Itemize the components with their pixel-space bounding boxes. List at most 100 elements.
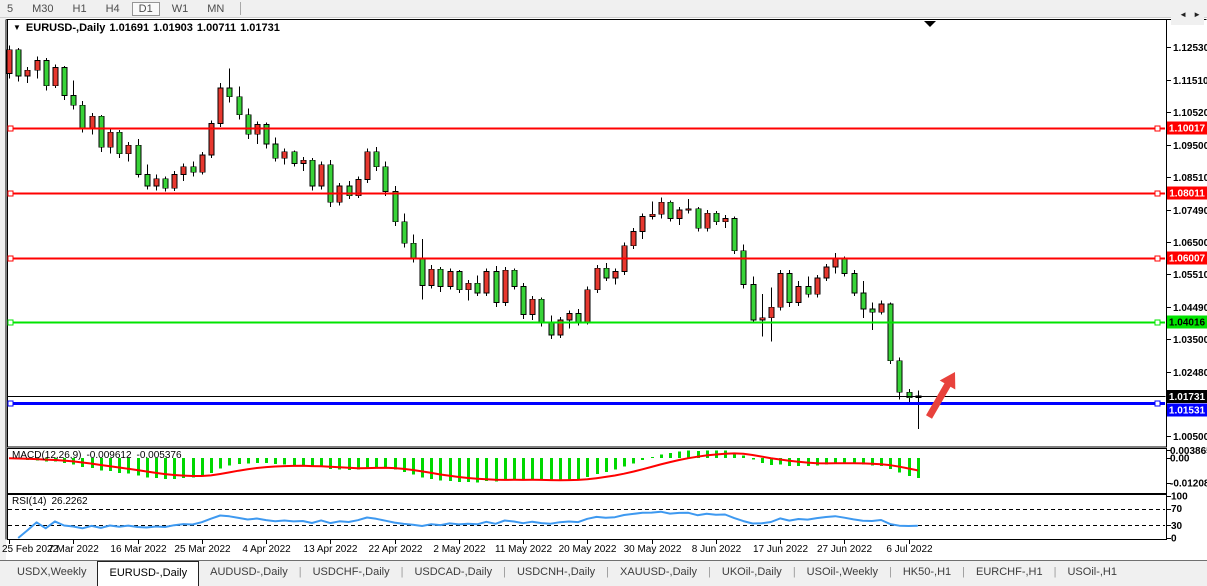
tab-divider: | xyxy=(400,566,404,578)
candles-layer xyxy=(6,45,922,430)
date-label: 4 Apr 2022 xyxy=(242,544,291,555)
tab-usoil-weekly[interactable]: USOil-,Weekly xyxy=(806,566,878,578)
macd-axis-label: -0.01208 xyxy=(1170,478,1207,489)
tab-divider: | xyxy=(708,566,711,578)
timeframe-button-m30[interactable]: M30 xyxy=(32,2,54,15)
date-label: 30 May 2022 xyxy=(624,544,682,555)
timeframe-button-d1[interactable]: D1 xyxy=(131,1,160,16)
macd-main-value: -0.009612 xyxy=(86,450,132,461)
line-handle[interactable] xyxy=(1154,255,1161,262)
tab-scroll-right-icon[interactable]: ► xyxy=(1193,10,1201,19)
tab-scroll-left-icon[interactable]: ◄ xyxy=(1179,10,1188,19)
svg-text:1.01731: 1.01731 xyxy=(1169,392,1206,403)
trend-arrow-annotation[interactable] xyxy=(926,372,956,419)
tab-divider: | xyxy=(298,566,302,578)
tab-usdcnh-daily[interactable]: USDCNH-,Daily xyxy=(516,566,596,578)
tab-hk50-h1[interactable]: HK50-,H1 xyxy=(902,566,952,578)
line-price-badge: 1.06007 xyxy=(1167,251,1207,265)
price-axis-label: 1.10520 xyxy=(1173,108,1207,119)
line-handle[interactable] xyxy=(7,125,14,132)
rsi-line xyxy=(17,510,918,539)
tab-usdchf-daily[interactable]: USDCHF-,Daily xyxy=(312,566,390,578)
price-axis: 1.12530 1.11510 1.10520 1.09500 1.08510 1.074… xyxy=(1166,43,1207,443)
price-axis-label: 1.05510 xyxy=(1173,270,1207,281)
line-price-badge: 1.01531 xyxy=(1167,403,1207,417)
chart-symbol-period: EURUSD-,Daily xyxy=(25,22,106,34)
date-label: 22 Apr 2022 xyxy=(369,544,423,555)
tab-audusd-daily[interactable]: AUDUSD-,Daily xyxy=(210,566,288,578)
macd-signal-value: -0.005376 xyxy=(136,450,182,461)
timeframe-button-h1[interactable]: H1 xyxy=(72,2,87,15)
date-label: 6 Jul 2022 xyxy=(886,544,933,555)
horizontal-lines-layer xyxy=(7,125,1166,407)
date-label: 8 Jun 2022 xyxy=(692,544,742,555)
svg-text:1.10017: 1.10017 xyxy=(1169,124,1206,135)
tab-scroll-controls: ◄ ► xyxy=(1171,0,1204,25)
tab-usdcad-daily[interactable]: USDCAD-,Daily xyxy=(414,566,493,578)
chart-title: ▼ EURUSD-,Daily 1.01691 1.01903 1.00711 1.017… xyxy=(13,22,284,34)
line-handle[interactable] xyxy=(1154,190,1161,197)
rsi-axis-label: 0 xyxy=(1171,534,1177,545)
tab-divider: | xyxy=(1053,566,1057,578)
main-panel-frame xyxy=(7,19,1167,448)
timeframe-button-5[interactable]: 5 xyxy=(7,2,14,15)
rsi-indicator-label: RSI(14) 26.2262 xyxy=(12,496,93,507)
rsi-value: 26.2262 xyxy=(51,496,88,507)
tab-divider: | xyxy=(888,566,892,578)
timeframe-button-h4[interactable]: H4 xyxy=(105,2,120,15)
toolbar-separator xyxy=(240,2,242,15)
date-label: 20 May 2022 xyxy=(559,544,617,555)
tab-ukoil-daily[interactable]: UKOil-,Daily xyxy=(721,566,782,578)
macd-axis-label: 0.003865 xyxy=(1170,446,1207,457)
price-axis-label: 1.08510 xyxy=(1173,173,1207,184)
shift-position-marker xyxy=(924,21,936,27)
line-handle[interactable] xyxy=(7,255,14,262)
tab-eurusd-daily[interactable]: EURUSD-,Daily xyxy=(97,561,200,586)
rsi-axis-label: 30 xyxy=(1171,521,1183,532)
line-handle[interactable] xyxy=(7,319,14,326)
tab-xauusd-daily[interactable]: XAUUSD-,Daily xyxy=(620,566,698,578)
price-axis-label: 1.12530 xyxy=(1173,43,1207,54)
price-axis-label: 1.03500 xyxy=(1173,335,1207,346)
macd-indicator-label: MACD(12,26,9) -0.009612 -0.005376 xyxy=(12,450,187,461)
macd-histogram-layer xyxy=(17,450,920,483)
line-handle[interactable] xyxy=(7,400,14,407)
timeframe-button-mn[interactable]: MN xyxy=(207,2,225,15)
tab-divider: | xyxy=(606,566,610,578)
tab-usdx-weekly[interactable]: USDX,Weekly xyxy=(17,566,87,578)
date-label: 27 Jun 2022 xyxy=(817,544,872,555)
line-handle[interactable] xyxy=(1154,319,1161,326)
date-label: 2 May 2022 xyxy=(433,544,486,555)
line-price-badge: 1.08011 xyxy=(1167,186,1207,200)
price-axis-label: 1.00500 xyxy=(1173,432,1207,443)
date-label: 11 May 2022 xyxy=(495,544,553,555)
price-axis-label: 1.07490 xyxy=(1173,206,1207,217)
macd-signal-line xyxy=(8,452,919,482)
current-price-badge: 1.01731 xyxy=(1167,390,1207,403)
symbol-tab-bar: USDX,Weekly EURUSD-,Daily AUDUSD-,Daily | US… xyxy=(0,560,1207,586)
date-label: 13 Apr 2022 xyxy=(304,544,358,555)
symbol-dropdown-icon[interactable]: ▼ xyxy=(13,23,21,32)
svg-text:1.04016: 1.04016 xyxy=(1169,318,1206,329)
date-label: 25 Feb 2022 xyxy=(2,544,59,555)
line-handle[interactable] xyxy=(1154,400,1161,407)
price-axis-label: 1.09500 xyxy=(1173,141,1207,152)
timeframe-toolbar: 5 M30 H1 H4 D1 W1 MN xyxy=(0,0,1207,18)
ohlc-high: 1.01903 xyxy=(153,22,193,34)
rsi-panel-frame xyxy=(7,494,1167,540)
macd-panel-frame xyxy=(7,448,1167,494)
timeframe-button-w1[interactable]: W1 xyxy=(171,2,189,15)
date-label: 25 Mar 2022 xyxy=(174,544,231,555)
tab-usoil-h1[interactable]: USOil-,H1 xyxy=(1067,566,1117,578)
price-axis-label: 1.11510 xyxy=(1173,76,1207,87)
ohlc-close: 1.01731 xyxy=(240,22,280,34)
line-handle[interactable] xyxy=(7,190,14,197)
tab-eurchf-h1[interactable]: EURCHF-,H1 xyxy=(976,566,1043,578)
rsi-axis-label: 100 xyxy=(1171,492,1188,503)
line-handle[interactable] xyxy=(1154,125,1161,132)
tab-divider: | xyxy=(503,566,506,578)
price-axis-label: 1.02480 xyxy=(1173,368,1207,379)
